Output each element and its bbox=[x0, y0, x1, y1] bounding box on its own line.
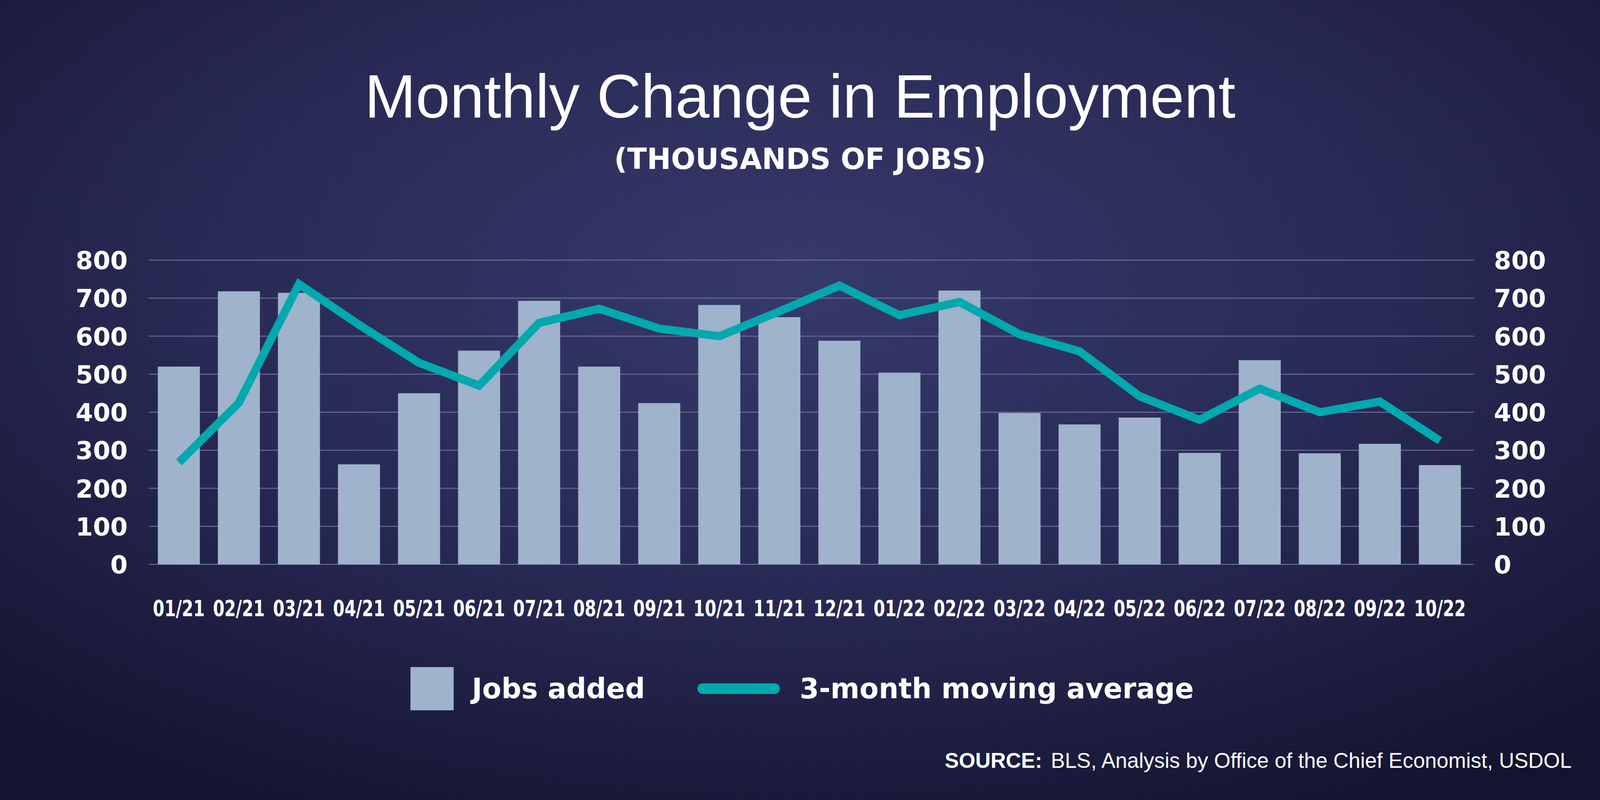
y-tick-label: 800 bbox=[75, 246, 128, 276]
legend-label: Jobs added bbox=[469, 672, 646, 706]
bar bbox=[637, 403, 681, 565]
y-tick-label: 400 bbox=[75, 398, 128, 428]
x-tick-label: 09/22 bbox=[1353, 595, 1406, 622]
x-tick-label: 03/22 bbox=[993, 595, 1046, 622]
bar bbox=[998, 413, 1041, 565]
chart: Monthly Change in Employment (THOUSANDS O… bbox=[0, 0, 1600, 800]
bar bbox=[277, 292, 321, 565]
y-tick-label: 700 bbox=[75, 284, 128, 313]
y2-tick bbox=[1469, 488, 1474, 490]
bar bbox=[1359, 444, 1402, 565]
bar bbox=[758, 317, 801, 565]
bar bbox=[1118, 417, 1161, 565]
x-tick-label: 12/21 bbox=[813, 595, 866, 622]
legend: Jobs added 3-month moving average bbox=[410, 667, 1194, 711]
y2-tick bbox=[1469, 526, 1474, 528]
y2-tick-label: 500 bbox=[1493, 360, 1547, 390]
bar bbox=[157, 366, 201, 565]
y2-tick bbox=[1469, 297, 1474, 299]
bar bbox=[1298, 453, 1341, 565]
background bbox=[0, 0, 1600, 800]
y2-tick-label: 200 bbox=[1493, 474, 1547, 504]
legend-swatch bbox=[702, 683, 775, 695]
source-text: BLS, Analysis by Office of the Chief Eco… bbox=[1050, 748, 1572, 773]
y2-tick-label: 100 bbox=[1493, 512, 1547, 542]
subtitle: (THOUSANDS OF JOBS) bbox=[613, 142, 987, 176]
bar bbox=[878, 372, 921, 565]
bar bbox=[698, 305, 741, 565]
bar bbox=[1058, 424, 1101, 565]
grid bbox=[148, 260, 1474, 565]
y-tick-label: 200 bbox=[75, 474, 128, 504]
x-tick-label: 05/21 bbox=[393, 595, 446, 622]
x-tick-label: 07/21 bbox=[513, 595, 566, 622]
legend-label: 3-month moving average bbox=[799, 672, 1194, 706]
bar bbox=[397, 393, 441, 565]
y2-tick-label: 300 bbox=[1493, 436, 1547, 466]
x-tick-label: 02/21 bbox=[213, 595, 265, 622]
x-tick-label: 04/21 bbox=[333, 595, 385, 622]
x-tick-label: 04/22 bbox=[1053, 595, 1106, 622]
title: Monthly Change in Employment bbox=[364, 61, 1236, 131]
x-tick-label: 01/21 bbox=[153, 595, 205, 622]
bar bbox=[818, 340, 861, 565]
bar bbox=[1419, 465, 1462, 565]
source-label: SOURCE: bbox=[944, 748, 1043, 773]
plot-data bbox=[157, 284, 1461, 565]
x-tick-label: 05/22 bbox=[1113, 595, 1166, 622]
y2-tick bbox=[1469, 373, 1474, 375]
grid-line bbox=[148, 259, 1470, 261]
y2-tick bbox=[1469, 411, 1474, 413]
y2-tick-label: 400 bbox=[1493, 398, 1547, 428]
line-series bbox=[179, 284, 1441, 463]
y2-tick bbox=[1469, 449, 1474, 451]
y2-tick-label: 0 bbox=[1493, 550, 1512, 580]
bar bbox=[337, 464, 381, 565]
y2-tick-label: 700 bbox=[1493, 284, 1547, 313]
x-tick-label: 10/22 bbox=[1413, 595, 1466, 622]
y2-tick-label: 600 bbox=[1493, 322, 1547, 352]
y-tick-label: 0 bbox=[110, 550, 128, 580]
y2-tick-label: 800 bbox=[1493, 246, 1547, 276]
x-tick-label: 02/22 bbox=[933, 595, 986, 622]
bar bbox=[1178, 453, 1221, 565]
x-tick-label: 09/21 bbox=[633, 595, 686, 622]
bar bbox=[577, 366, 621, 565]
source: SOURCE: BLS, Analysis by Office of the Ch… bbox=[944, 748, 1572, 773]
y-tick-label: 300 bbox=[75, 436, 128, 466]
legend-swatch bbox=[410, 667, 454, 711]
grid-line bbox=[148, 336, 1470, 337]
x-tick-label: 03/21 bbox=[273, 595, 325, 622]
x-tick-label: 01/22 bbox=[873, 595, 926, 622]
x-tick-label: 11/21 bbox=[753, 595, 806, 622]
y2-tick bbox=[1469, 259, 1474, 261]
y2-tick bbox=[1469, 564, 1474, 566]
y2-tick bbox=[1469, 336, 1474, 337]
x-tick-label: 06/21 bbox=[453, 595, 506, 622]
y-tick-label: 100 bbox=[75, 512, 128, 542]
x-tick-label: 08/21 bbox=[573, 595, 626, 622]
x-tick-label: 08/22 bbox=[1293, 595, 1346, 622]
bar bbox=[217, 291, 261, 565]
x-tick-label: 07/22 bbox=[1233, 595, 1286, 622]
bar bbox=[938, 290, 981, 565]
x-tick-label: 10/21 bbox=[693, 595, 746, 622]
x-tick-label: 06/22 bbox=[1173, 595, 1226, 622]
y-tick-label: 600 bbox=[75, 322, 128, 352]
y-tick-label: 500 bbox=[75, 360, 128, 390]
